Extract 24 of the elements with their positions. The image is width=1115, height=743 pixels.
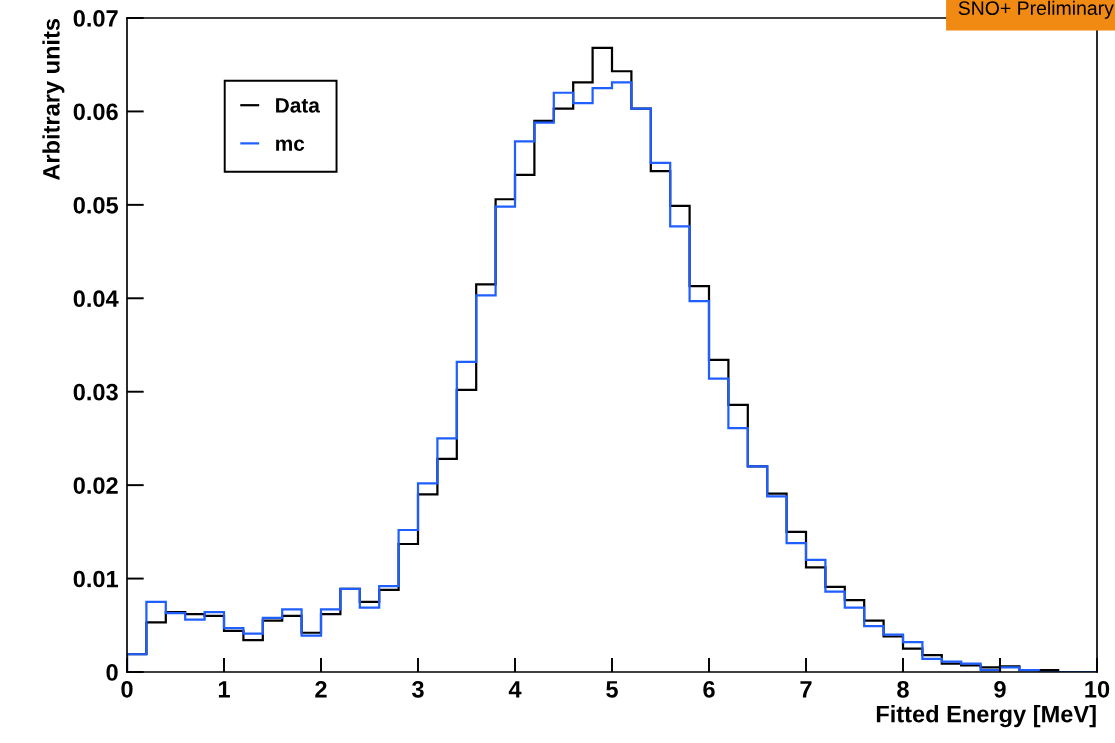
x-tick-label: 0 (121, 680, 133, 698)
x-tick-label: 9 (994, 680, 1006, 698)
x-tick-label: 6 (703, 680, 715, 698)
x-tick-label: 3 (411, 680, 424, 698)
x-tick-label: 4 (508, 681, 522, 698)
y-axis-title: Arbitrary units (42, 18, 65, 181)
y-tick-label: 0.07 (73, 10, 118, 27)
x-tick-label: 2 (315, 680, 327, 698)
y-tick-label: 0.02 (73, 477, 118, 494)
x-tick-label: 10 (1085, 680, 1110, 698)
x-tick-label: 1 (218, 681, 230, 698)
x-tick-label: 8 (897, 680, 909, 698)
y-tick-label: 0.03 (73, 383, 118, 401)
y-tick-label: 0.01 (73, 570, 119, 588)
legend-label: Data (276, 98, 320, 113)
y-tick-label: 0 (106, 664, 118, 681)
y-tick-label: 0.05 (73, 196, 119, 214)
x-axis-title: Fitted Energy [MeV] (876, 705, 1096, 728)
x-tick-label: 5 (606, 681, 618, 698)
annotation: SNO+ Preliminary (958, 0, 1114, 19)
x-tick-label: 7 (800, 681, 812, 698)
y-tick-label: 0.06 (73, 103, 118, 121)
y-tick-label: 0.04 (73, 290, 119, 308)
legend-label: mc (276, 139, 305, 151)
